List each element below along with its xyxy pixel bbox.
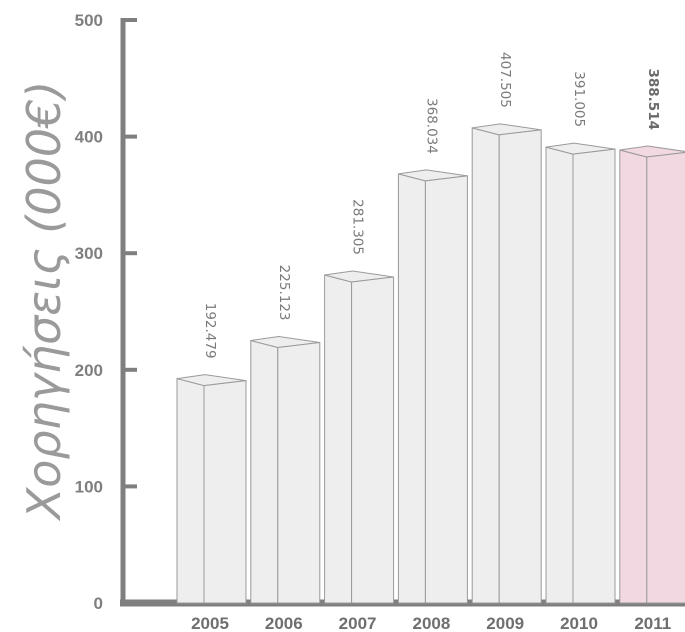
bar-2010 [545, 142, 616, 604]
bar-left-face [471, 127, 500, 604]
y-axis-title: Χορηγήσεις (000€) [17, 81, 71, 522]
bar-left-face [619, 149, 648, 604]
bar-right-face [351, 276, 395, 604]
x-category-label: 2011 [634, 614, 671, 632]
value-label: 192.479 [202, 303, 218, 359]
value-label: 225.123 [276, 265, 292, 321]
bar-left-face [545, 146, 574, 604]
bar-right-face [646, 151, 685, 604]
y-tick-label: 0 [94, 594, 103, 613]
bar-right-face [277, 341, 321, 604]
bar-2006 [250, 336, 321, 604]
bar-left-face [250, 339, 279, 604]
x-category-label: 2006 [265, 614, 303, 632]
bar-right-face [498, 129, 542, 604]
y-tick-label: 400 [75, 128, 103, 147]
value-label: 391.005 [571, 71, 587, 127]
x-category-label: 2009 [486, 614, 524, 632]
bar-left-face [324, 274, 353, 604]
x-category-label: 2005 [191, 614, 229, 632]
x-category-label: 2007 [339, 614, 377, 632]
bar-2005 [176, 374, 247, 604]
bar-left-face [397, 173, 426, 604]
bars [176, 123, 685, 604]
labels: 192.479 2005 225.123 2006 281.305 2007 368.034… [191, 52, 671, 632]
bar-2011 [619, 145, 685, 604]
bar-right-face [203, 380, 247, 604]
value-label: 281.305 [350, 199, 366, 255]
bar-2007 [324, 270, 395, 604]
y-tick-label: 500 [75, 11, 103, 30]
y-tick-label: 200 [75, 361, 103, 380]
x-category-label: 2008 [412, 614, 450, 632]
bar-left-face [176, 377, 205, 604]
bar-right-face [424, 175, 468, 604]
bar-right-face [572, 148, 616, 604]
value-label: 388.514 [645, 68, 661, 130]
value-label: 368.034 [423, 98, 439, 154]
value-label: 407.505 [497, 52, 513, 108]
y-tick-label: 300 [75, 244, 103, 263]
x-category-label: 2010 [560, 614, 598, 632]
bar-2009 [471, 123, 542, 604]
bar-2008 [397, 169, 468, 604]
y-tick-label: 100 [75, 477, 103, 496]
